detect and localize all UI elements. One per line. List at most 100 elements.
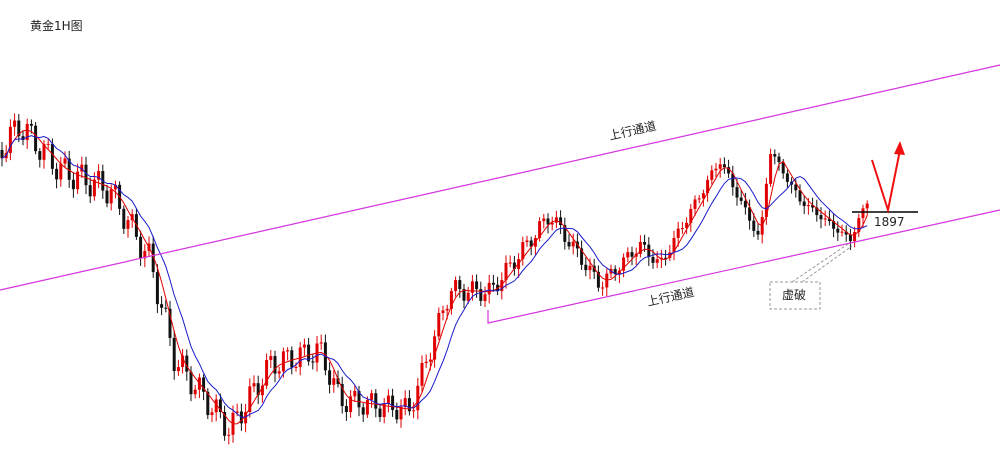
candle-body: [189, 371, 193, 395]
candle-body: [416, 385, 420, 411]
candle-body: [475, 281, 479, 290]
candle-body: [722, 164, 726, 168]
candle-body: [269, 356, 273, 361]
candle-body: [550, 222, 554, 225]
candle-body: [764, 183, 768, 218]
candle-body: [0, 150, 4, 159]
candle-body: [819, 215, 823, 220]
channel-lower-line: [487, 209, 1000, 324]
candle-body: [353, 390, 357, 397]
candle-body: [643, 241, 647, 245]
candle-body: [748, 207, 752, 221]
candle-body: [374, 393, 378, 409]
candle-body: [785, 173, 789, 182]
candle-body: [386, 395, 390, 404]
candle-body: [13, 120, 17, 127]
candle-body: [437, 312, 441, 337]
candle-body: [38, 151, 42, 160]
candle-body: [689, 208, 693, 223]
candle-body: [46, 143, 50, 145]
candle-body: [714, 168, 718, 171]
candle-body: [613, 268, 617, 275]
chart-title: 黄金1H图: [30, 18, 83, 33]
candle-body: [756, 230, 760, 235]
candle-body: [361, 407, 365, 415]
pointer-line: [801, 245, 853, 283]
candle-body: [727, 167, 731, 174]
candle-body: [260, 385, 264, 396]
candle-body: [701, 193, 705, 199]
candle-body: [8, 126, 12, 153]
candle-body: [25, 123, 29, 141]
candle-body: [735, 187, 739, 198]
candle-body: [504, 262, 508, 281]
candle-body: [168, 308, 172, 338]
candle-body: [483, 294, 487, 301]
candle-body: [521, 242, 525, 260]
candle-body: [29, 123, 33, 126]
candle-body: [227, 434, 231, 436]
candle-body: [34, 125, 38, 152]
candle-body: [571, 241, 575, 247]
candle-body: [80, 164, 84, 172]
candle-body: [584, 264, 588, 271]
ma-long: [1, 135, 868, 418]
forecast-arrow: [871, 149, 901, 214]
candle-body: [319, 342, 323, 344]
candle-body: [214, 399, 218, 413]
candle-body: [647, 244, 651, 257]
candle-body: [710, 170, 714, 180]
candle-body: [470, 281, 474, 293]
candle-body: [88, 185, 92, 197]
candle-body: [630, 252, 634, 257]
candle-body: [185, 355, 189, 372]
candle-body: [21, 136, 25, 141]
candle-body: [223, 412, 227, 436]
candle-body: [109, 189, 113, 204]
candle-body: [596, 271, 600, 288]
candle-body: [806, 205, 810, 207]
candle-body: [344, 406, 348, 412]
candle-body: [601, 287, 605, 289]
candle-body: [811, 205, 815, 208]
candle-body: [210, 412, 214, 416]
candle-body: [92, 179, 96, 197]
candle-body: [865, 203, 869, 209]
candle-body: [638, 241, 642, 254]
candle-body: [538, 221, 542, 238]
candle-body: [508, 262, 512, 264]
candle-body: [512, 262, 516, 269]
candle-body: [680, 228, 684, 230]
candle-body: [76, 171, 80, 190]
candle-body: [172, 337, 176, 372]
candle-body: [664, 257, 668, 259]
candle-body: [676, 228, 680, 238]
candle-body: [739, 197, 743, 201]
candle-body: [420, 363, 424, 386]
candle-body: [294, 366, 298, 368]
candle-body: [458, 280, 462, 290]
candle-body: [290, 350, 294, 368]
candle-body: [105, 190, 109, 204]
candle-body: [395, 409, 399, 420]
channel-upper-line: [0, 64, 1000, 291]
candle-body: [861, 208, 865, 219]
candle-body: [349, 396, 353, 412]
candle-body: [143, 250, 147, 259]
candle-body: [525, 240, 529, 243]
candle-body: [672, 237, 676, 253]
candle-body: [17, 120, 21, 137]
candle-body: [769, 154, 773, 184]
candle-body: [59, 163, 63, 180]
candle-body: [265, 360, 269, 386]
candle-body: [857, 218, 861, 233]
candle-body: [848, 234, 852, 242]
candle-body: [659, 257, 663, 260]
candle-body: [151, 243, 155, 273]
pointer-line: [791, 243, 849, 283]
candle-body: [273, 356, 277, 374]
candle-body: [391, 395, 395, 410]
ma-short: [1, 129, 868, 425]
candle-body: [554, 217, 558, 223]
candle-body: [97, 171, 101, 180]
